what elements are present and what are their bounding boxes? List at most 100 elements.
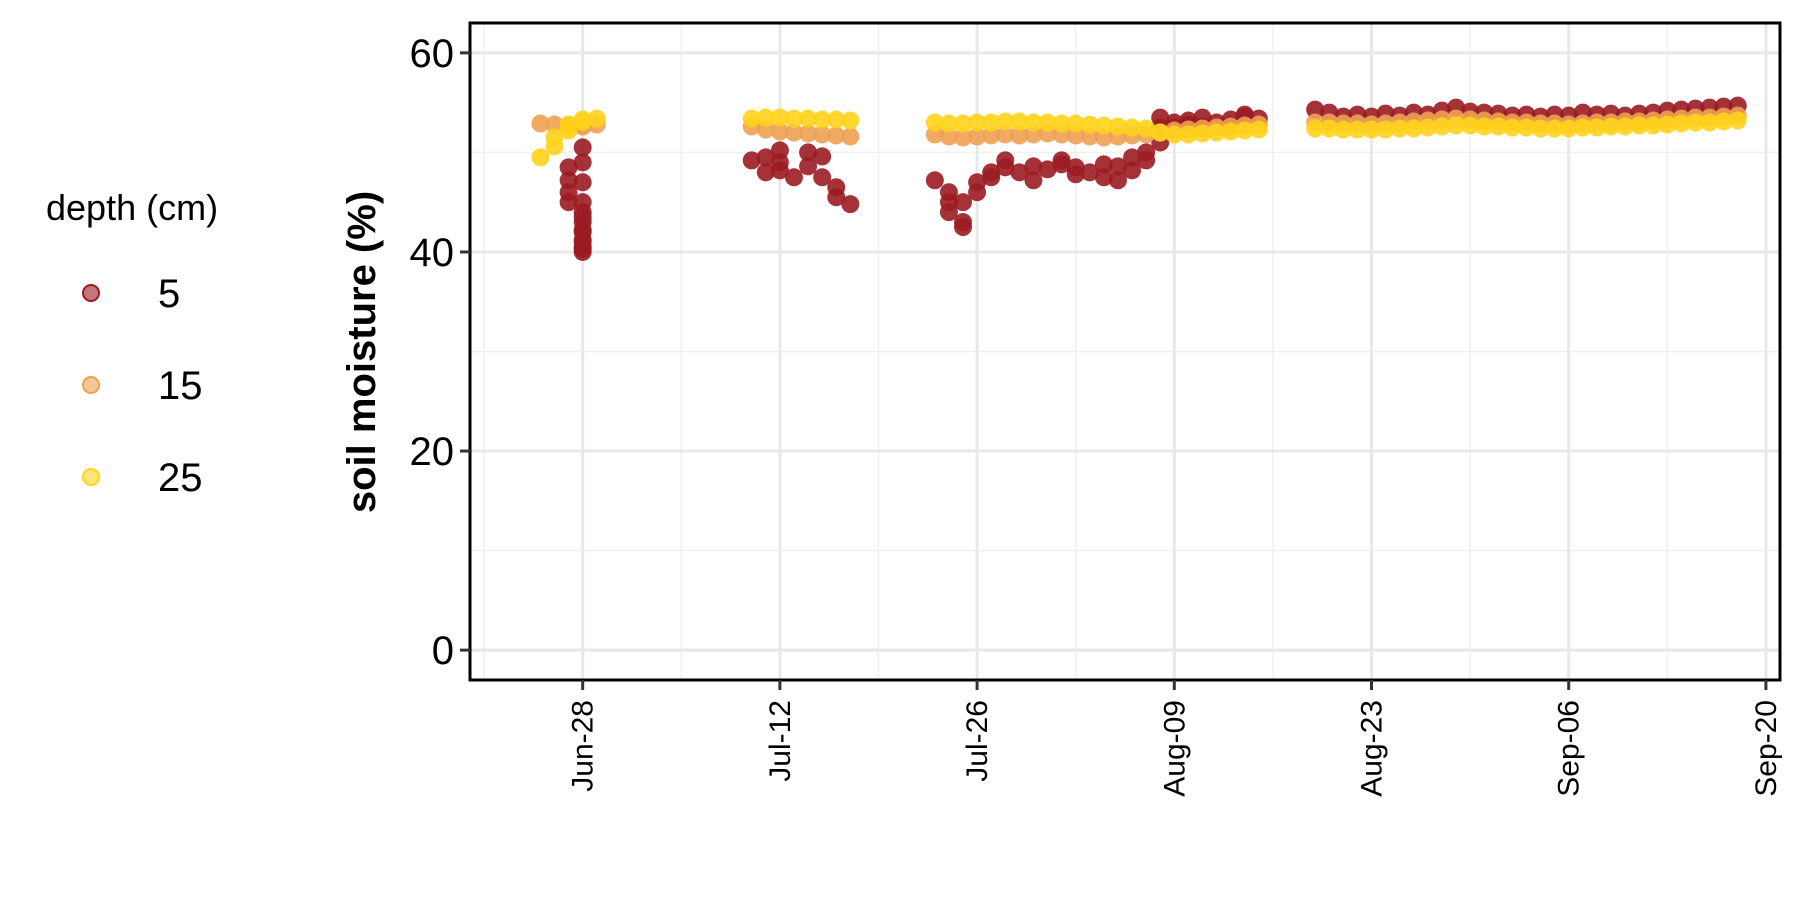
data-point xyxy=(756,163,775,182)
data-point xyxy=(1559,119,1578,138)
data-point xyxy=(1038,160,1057,179)
data-point xyxy=(573,221,592,240)
data-point xyxy=(1616,117,1635,136)
legend-item-25: 25 xyxy=(82,456,203,500)
data-point xyxy=(925,113,944,132)
data-point xyxy=(1123,118,1142,137)
data-point xyxy=(1052,151,1071,170)
data-point xyxy=(784,123,803,142)
data-point xyxy=(1024,157,1043,176)
data-point xyxy=(982,126,1001,145)
data-point xyxy=(742,151,761,170)
data-point xyxy=(1010,163,1029,182)
data-point xyxy=(799,157,818,176)
x-tick-label: Sep-20 xyxy=(1750,700,1783,797)
data-point xyxy=(1010,126,1029,145)
data-point xyxy=(1489,117,1508,136)
data-point xyxy=(559,158,578,177)
data-point xyxy=(982,113,1001,132)
legend-item-15: 15 xyxy=(82,364,203,408)
data-point xyxy=(925,171,944,190)
data-point xyxy=(559,193,578,212)
data-point xyxy=(939,127,958,146)
x-tick-label: Aug-09 xyxy=(1158,700,1191,797)
data-point xyxy=(1137,151,1156,170)
data-point xyxy=(996,125,1015,144)
data-point xyxy=(1334,120,1353,139)
data-point xyxy=(968,113,987,132)
y-axis: 0 20 40 60 xyxy=(410,32,470,673)
legend-label: 5 xyxy=(158,272,180,316)
data-point xyxy=(784,109,803,128)
data-point xyxy=(1503,118,1522,137)
data-point xyxy=(573,153,592,172)
data-point xyxy=(1165,125,1184,144)
data-point xyxy=(587,109,606,128)
data-point xyxy=(770,122,789,141)
legend-label: 25 xyxy=(158,456,203,500)
data-point xyxy=(799,109,818,128)
data-point xyxy=(1108,117,1127,136)
data-point xyxy=(1123,161,1142,180)
data-point xyxy=(1306,100,1325,119)
data-points xyxy=(531,96,1747,261)
data-point xyxy=(1094,116,1113,135)
x-tick-label: Jul-12 xyxy=(764,700,797,782)
data-point xyxy=(954,218,973,237)
data-point xyxy=(1052,114,1071,133)
data-point xyxy=(1348,120,1367,139)
data-point xyxy=(1447,116,1466,135)
data-point xyxy=(841,127,860,146)
data-point xyxy=(813,110,832,129)
data-point xyxy=(954,193,973,212)
data-point xyxy=(841,111,860,130)
data-point xyxy=(1179,125,1198,144)
data-point xyxy=(531,114,550,133)
data-point xyxy=(1630,116,1649,135)
data-point xyxy=(939,203,958,222)
data-point xyxy=(573,110,592,129)
data-point xyxy=(1644,116,1663,135)
y-axis-title: soil moisture (%) xyxy=(340,191,384,513)
data-point xyxy=(545,115,564,134)
data-point xyxy=(1658,115,1677,134)
data-point xyxy=(559,115,578,134)
x-tick-label: Jul-26 xyxy=(961,700,994,782)
data-point xyxy=(996,112,1015,131)
data-point xyxy=(573,138,592,157)
legend-title: depth (cm) xyxy=(46,187,218,228)
data-point xyxy=(742,109,761,128)
data-point xyxy=(996,151,1015,170)
legend-label: 15 xyxy=(158,364,203,408)
y-tick-label: 0 xyxy=(432,629,454,673)
data-point xyxy=(1137,119,1156,138)
data-point xyxy=(1306,119,1325,138)
data-point xyxy=(1235,121,1254,140)
data-point xyxy=(1728,111,1747,130)
data-point xyxy=(1672,114,1691,133)
x-tick-label: Sep-06 xyxy=(1553,700,1586,797)
legend-item-5: 5 xyxy=(82,272,180,316)
data-point xyxy=(784,168,803,187)
data-point xyxy=(1024,171,1043,190)
data-point xyxy=(1066,158,1085,177)
data-point xyxy=(1545,119,1564,138)
data-point xyxy=(1700,113,1719,132)
data-point xyxy=(1531,119,1550,138)
data-point xyxy=(1024,113,1043,132)
data-point xyxy=(531,148,550,167)
data-point xyxy=(1108,157,1127,176)
data-point xyxy=(1108,171,1127,190)
data-point xyxy=(827,188,846,207)
data-point xyxy=(968,173,987,192)
data-point xyxy=(1094,155,1113,174)
data-point xyxy=(573,193,592,212)
data-point xyxy=(1123,148,1142,167)
data-point xyxy=(1475,117,1494,136)
data-point xyxy=(954,128,973,147)
data-point xyxy=(1601,117,1620,136)
data-point xyxy=(1714,112,1733,131)
data-point xyxy=(841,195,860,214)
data-point xyxy=(982,168,1001,187)
data-point xyxy=(1038,113,1057,132)
